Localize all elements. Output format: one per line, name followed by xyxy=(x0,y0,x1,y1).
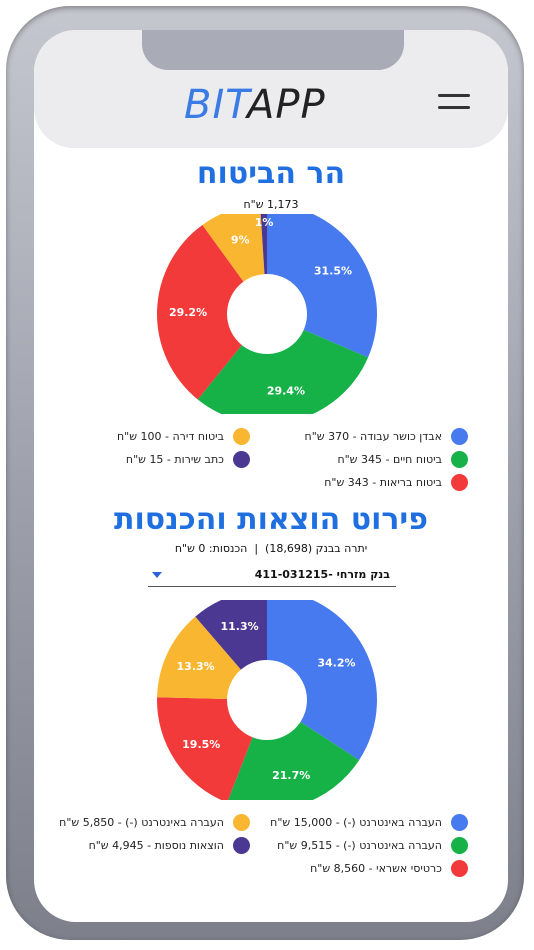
donut-slice[interactable] xyxy=(197,329,369,414)
insurance-donut-chart: 31.5% 29.4% 29.2% 9% 1% xyxy=(156,214,377,414)
legend-label: ביטוח בריאות - 343 ש"ח xyxy=(324,476,442,489)
chevron-down-icon[interactable] xyxy=(152,572,162,578)
legend-dot xyxy=(451,451,468,468)
legend-label: העברה באינטרנט (-) - 5,850 ש"ח xyxy=(59,816,224,829)
donut-slice[interactable] xyxy=(195,600,267,670)
slice-label: 34.2% xyxy=(317,656,355,669)
finance-summary: יתרה בבנק (18,698) | הכנסות: 0 ש"ח xyxy=(174,542,368,555)
donut-slice[interactable] xyxy=(157,616,241,699)
donut-slice[interactable] xyxy=(227,721,360,800)
slice-label: 21.7% xyxy=(272,769,310,782)
slice-label: 11.3% xyxy=(220,620,258,633)
legend-dot xyxy=(233,451,250,468)
slice-label: 31.5% xyxy=(314,265,352,278)
slice-label: 9% xyxy=(231,234,250,247)
slice-label: 29.4% xyxy=(267,385,305,398)
legend-label: אבדן כושר עבודה - 370 ש"ח xyxy=(304,430,442,443)
logo-bit: BIT xyxy=(184,82,247,128)
legend-label: ביטוח דירה - 100 ש"ח xyxy=(116,430,224,443)
phone-frame: BITAPP הר הביטוח 1,173 ש"ח 31.5% 29.4% 29.… xyxy=(6,6,524,940)
app-logo[interactable]: BITAPP xyxy=(184,82,326,128)
bank-account-value: בנק מזרחי -411-031215 xyxy=(254,568,390,581)
legend-label: העברה באינטרנט (-) - 15,000 ש"ח xyxy=(270,816,442,829)
top-bar: BITAPP xyxy=(34,30,508,148)
legend-dot xyxy=(451,837,468,854)
insurance-total: 1,173 ש"ח xyxy=(243,198,299,211)
donut-slice[interactable] xyxy=(267,600,377,761)
donut-slice[interactable] xyxy=(157,697,253,800)
legend-label: ביטוח חיים - 345 ש"ח xyxy=(337,453,442,466)
finance-donut-chart: 34.2% 21.7% 19.5% 13.3% 11.3% xyxy=(157,600,377,800)
legend-label: הוצאות נוספות - 4,945 ש"ח xyxy=(88,839,224,852)
slice-label: 1% xyxy=(255,216,274,229)
slice-label: 19.5% xyxy=(182,738,220,751)
app-screen: BITAPP הר הביטוח 1,173 ש"ח 31.5% 29.4% 29.… xyxy=(34,30,508,922)
slice-label: 13.3% xyxy=(177,660,215,673)
donut-slice[interactable] xyxy=(156,224,244,400)
legend-dot xyxy=(233,837,250,854)
donut-slice[interactable] xyxy=(202,214,265,282)
hamburger-menu-icon[interactable] xyxy=(438,92,474,116)
legend-dot xyxy=(451,814,468,831)
bank-account-select[interactable]: בנק מזרחי -411-031215 xyxy=(148,564,396,587)
legend-label: כתב שירות - 15 ש"ח xyxy=(125,453,224,466)
finance-title: פירוט הוצאות והכנסות xyxy=(114,502,428,537)
legend-label: כרטיסי אשראי - 8,560 ש"ח xyxy=(310,862,442,875)
menu-line xyxy=(438,94,470,97)
menu-line xyxy=(438,106,470,109)
phone-notch xyxy=(142,30,404,70)
donut-slice[interactable] xyxy=(267,214,377,358)
legend-dot xyxy=(451,428,468,445)
legend-label: העברה באינטרנט (-) - 9,515 ש"ח xyxy=(277,839,442,852)
logo-app: APP xyxy=(247,82,326,128)
legend-dot xyxy=(451,860,468,877)
legend-dot xyxy=(233,428,250,445)
legend-dot xyxy=(451,474,468,491)
legend-dot xyxy=(233,814,250,831)
slice-label: 29.2% xyxy=(169,306,207,319)
insurance-title: הר הביטוח xyxy=(196,156,346,191)
donut-slice[interactable] xyxy=(260,214,267,275)
